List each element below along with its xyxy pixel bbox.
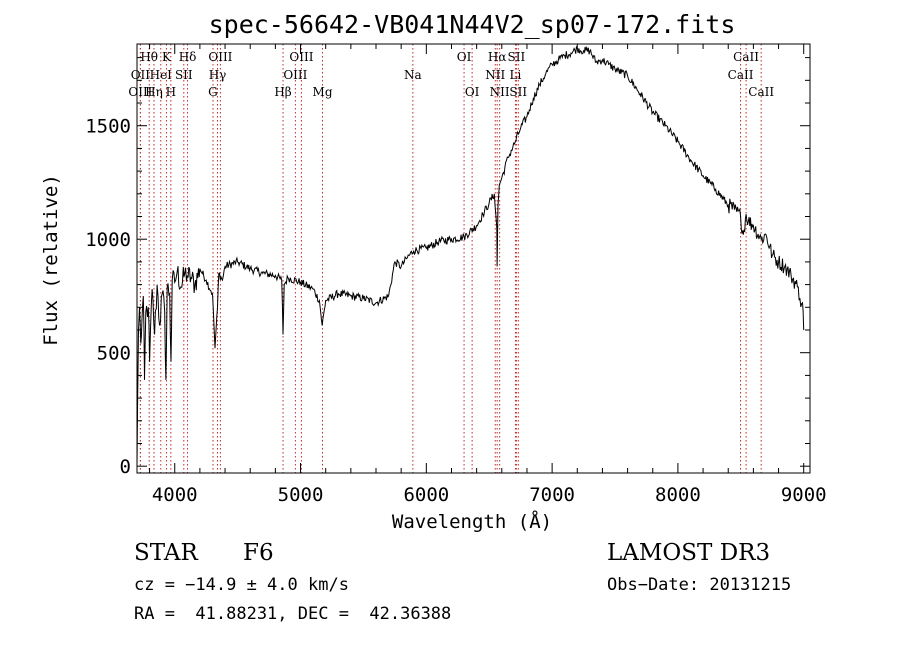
line-label-19: Hα (488, 50, 507, 64)
line-label-9: OIII (208, 50, 232, 64)
line-label-3: HeI (150, 68, 173, 82)
line-label-8: Hδ (179, 50, 197, 64)
y-tick-label: 0 (120, 456, 131, 478)
line-label-27: CaII (748, 85, 774, 99)
x-tick-label: 4000 (152, 484, 198, 506)
line-label-20: SII (508, 50, 526, 64)
spectrum-series (136, 45, 805, 467)
y-tick-label: 1000 (85, 229, 131, 251)
line-label-16: Na (404, 68, 422, 82)
axes: 4000 5000 6000 7000 8000 9000 0 500 1000 1500 (85, 43, 827, 506)
chart-title: spec-56642-VB041N44V2_sp07-172.fits (209, 10, 736, 39)
x-tick-label: 9000 (781, 484, 827, 506)
line-label-18: OI (465, 85, 480, 99)
line-label-10: Hγ (209, 68, 227, 82)
line-label-25: CaII (733, 50, 759, 64)
observation-date: Obs−Date: 20131215 (607, 575, 792, 595)
y-tick-label: 500 (97, 343, 131, 365)
x-tick-label: 6000 (403, 484, 449, 506)
line-label-23: NII (490, 85, 510, 99)
object-subclass: F6 (243, 540, 274, 566)
spectrum-line (136, 45, 805, 467)
line-label-11: G (208, 85, 218, 99)
line-label-5: K (162, 50, 172, 64)
line-label-22: Li (509, 68, 521, 82)
line-label-1: OII (131, 68, 151, 82)
x-tick-label: 8000 (655, 484, 701, 506)
line-label-0: Hθ (140, 50, 158, 64)
line-label-13: OIII (283, 68, 307, 82)
line-label-26: CaII (728, 68, 754, 82)
object-class: STAR (134, 540, 198, 566)
line-label-15: Mg (313, 85, 333, 99)
line-label-21: NII (485, 68, 505, 82)
line-label-24: SII (509, 85, 527, 99)
plot-frame (136, 43, 811, 474)
x-tick-label: 5000 (278, 484, 324, 506)
line-label-6: SII (175, 68, 193, 82)
line-label-2: OIII (128, 85, 152, 99)
y-tick-label: 1500 (85, 116, 131, 138)
line-label-17: OI (457, 50, 472, 64)
line-label-7: H (166, 85, 176, 99)
line-label-4: Hη (145, 85, 163, 99)
line-label-12: OIII (289, 50, 313, 64)
spectral-line-markers (139, 44, 762, 473)
survey-name: LAMOST DR3 (607, 540, 771, 566)
x-tick-label: 7000 (529, 484, 575, 506)
y-axis-label: Flux (relative) (40, 174, 62, 346)
line-label-14: Hβ (274, 85, 291, 99)
x-axis-label: Wavelength (Å) (392, 510, 552, 533)
redshift-cz: cz = −14.9 ± 4.0 km/s (134, 575, 349, 595)
ra-dec: RA = 41.88231, DEC = 42.36388 (134, 604, 452, 624)
